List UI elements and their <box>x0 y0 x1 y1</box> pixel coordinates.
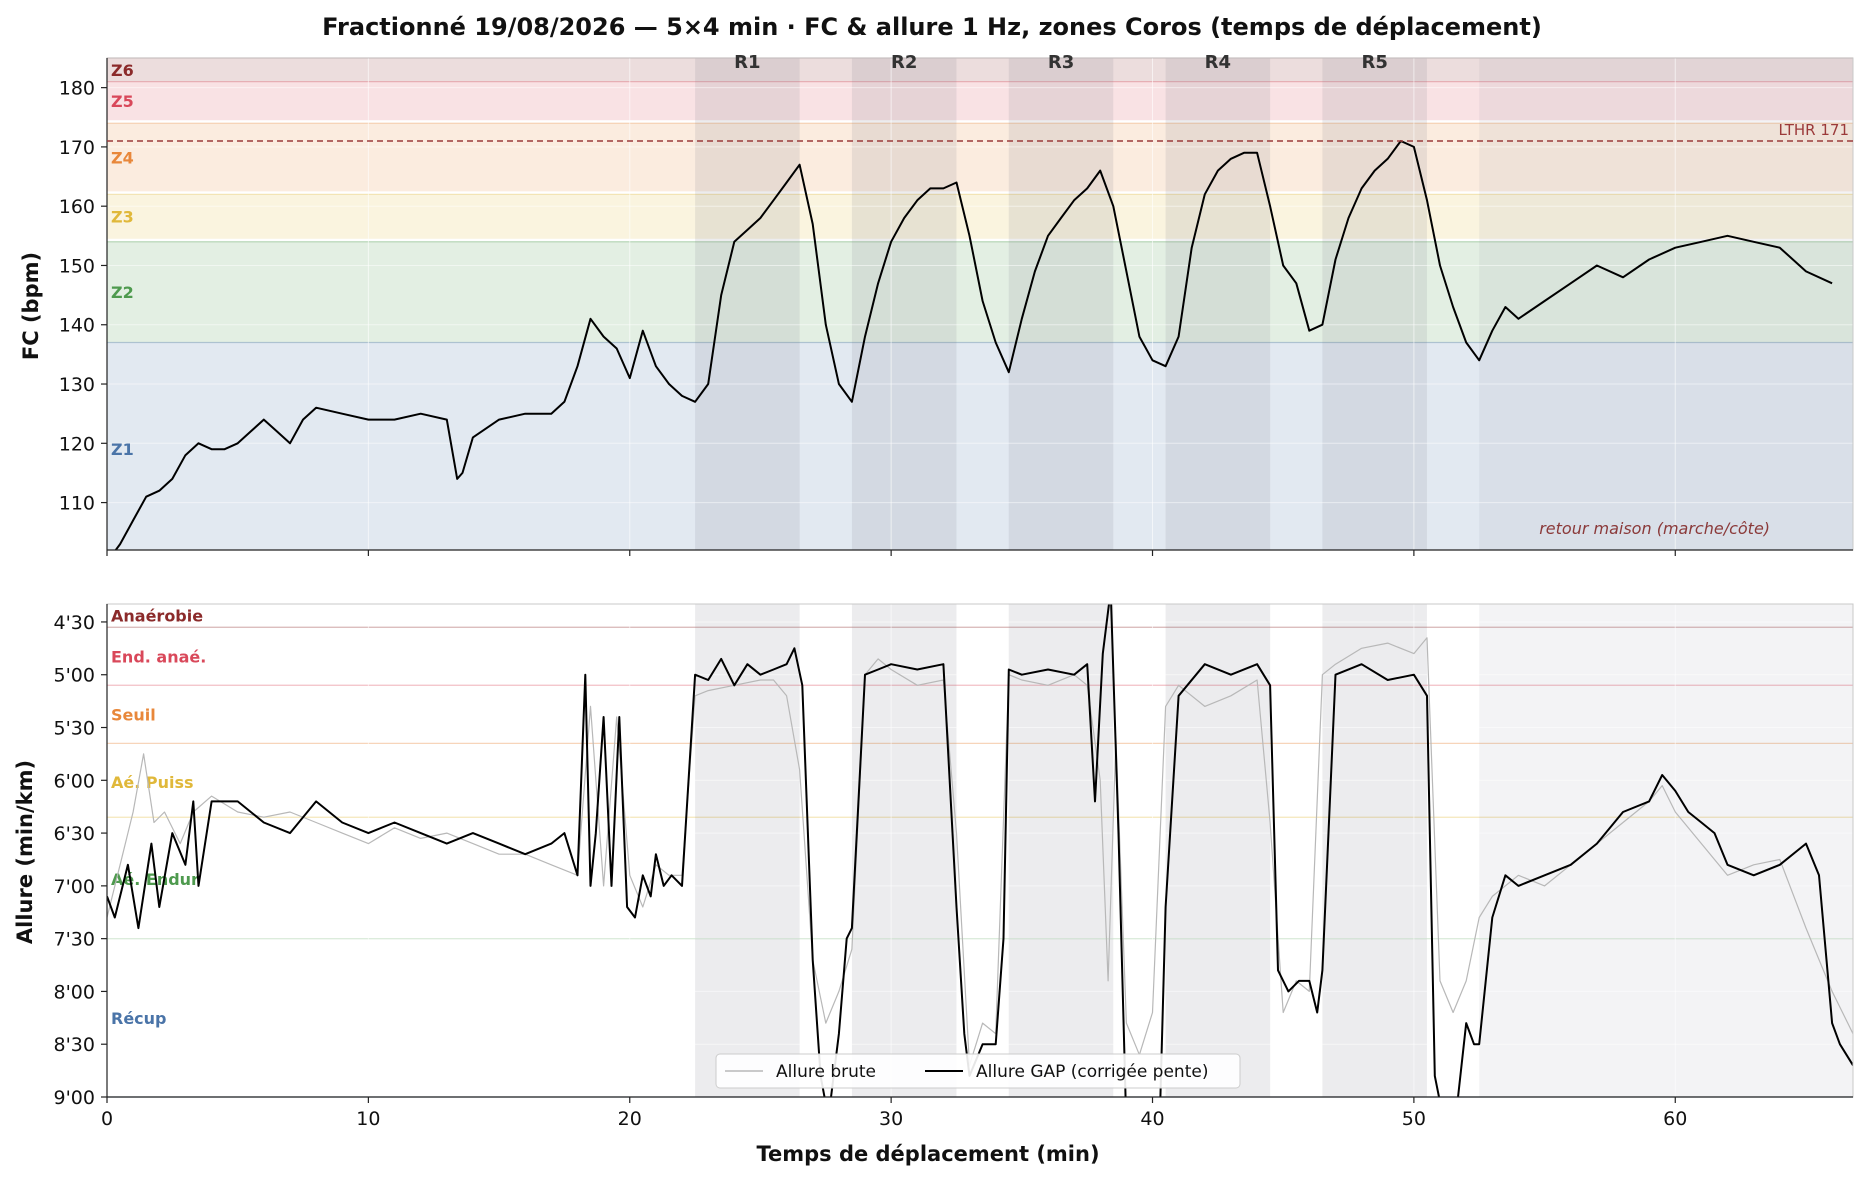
zone-band <box>107 58 1853 82</box>
y-tick-label: 6'00 <box>54 770 96 792</box>
hr-panel: Z1 Z2 Z3 Z4 Z5 Z6 110 120 130 140 150 160 170 180 LTHR… <box>59 52 1854 556</box>
x-axis-label: Temps de déplacement (min) <box>756 1142 1099 1166</box>
y-tick-label: 160 <box>59 196 95 218</box>
x-tick-label: 60 <box>1663 1108 1687 1130</box>
y-tick-label: 8'00 <box>54 981 96 1003</box>
x-tick-label: 50 <box>1402 1108 1426 1130</box>
y-tick-label: 150 <box>59 255 95 277</box>
interval-shade <box>851 604 957 1097</box>
y-tick-label: 170 <box>59 137 95 159</box>
lthr-label: LTHR 171 <box>1778 121 1849 139</box>
y-tick-label: 8'30 <box>54 1034 96 1056</box>
y-tick-label: 5'00 <box>54 665 96 687</box>
y-tick-label: 7'00 <box>54 876 96 898</box>
zone-label: Récup <box>111 1009 167 1028</box>
interval-shade <box>1008 58 1114 550</box>
x-tick-label: 30 <box>879 1108 903 1130</box>
x-tick-label: 40 <box>1140 1108 1164 1130</box>
y-tick-label: 120 <box>59 433 95 455</box>
zone-label: Z6 <box>111 61 134 80</box>
y-tick-label: 7'30 <box>54 929 96 951</box>
y-tick-label: 9'00 <box>54 1087 96 1109</box>
y-tick-label: 4'30 <box>54 612 96 634</box>
zone-band <box>107 194 1853 239</box>
zone-band <box>107 342 1853 550</box>
x-tick-label: 0 <box>101 1108 113 1130</box>
interval-shade <box>851 58 957 550</box>
y-tick-label: 130 <box>59 374 95 396</box>
hr-y-axis-label: FC (bpm) <box>19 252 43 360</box>
zone-band <box>107 123 1853 192</box>
zone-label: Seuil <box>111 705 156 724</box>
pace-y-axis-label: Allure (min/km) <box>13 760 37 944</box>
y-tick-label: 5'30 <box>54 718 96 740</box>
interval-label: R4 <box>1205 52 1231 73</box>
y-tick-label: 6'30 <box>54 823 96 845</box>
legend-box <box>715 1053 1241 1089</box>
y-tick-label: 180 <box>59 78 95 100</box>
series-line <box>107 604 1853 1097</box>
zone-label: Z3 <box>111 208 134 227</box>
y-tick-label: 140 <box>59 315 95 337</box>
plot-background <box>107 604 1853 1097</box>
zone-label: Anaérobie <box>111 607 203 626</box>
interval-shade <box>1322 604 1427 1097</box>
interval-shade <box>1322 58 1427 550</box>
cooldown-shade <box>1479 604 1853 1097</box>
x-tick-label: 20 <box>618 1108 642 1130</box>
zone-label: End. anaé. <box>111 647 206 666</box>
legend-label-raw: Allure brute <box>776 1062 876 1082</box>
legend: Allure brute Allure GAP (corrigée pente) <box>715 1053 1241 1089</box>
chart-title: Fractionné 19/08/2026 — 5×4 min · FC & a… <box>322 13 1542 41</box>
interval-shade <box>1165 58 1271 550</box>
plot-background <box>107 58 1853 550</box>
interval-shade <box>1008 604 1114 1097</box>
zone-label: Z1 <box>111 440 134 459</box>
legend-label-gap: Allure GAP (corrigée pente) <box>976 1062 1208 1082</box>
zone-label: Z5 <box>111 92 134 111</box>
interval-label: R3 <box>1048 52 1074 73</box>
series-line <box>114 140 1833 550</box>
cooldown-label: retour maison (marche/côte) <box>1539 519 1770 538</box>
zone-label: Z4 <box>111 148 134 167</box>
interval-shade <box>695 604 800 1097</box>
interval-label: R2 <box>891 52 917 73</box>
zone-label: Z2 <box>111 283 134 302</box>
interval-shade <box>695 58 800 550</box>
x-tick-label: 10 <box>356 1108 380 1130</box>
zone-label: Aé. Puiss <box>111 773 194 792</box>
y-tick-label: 110 <box>59 493 95 515</box>
interval-label: R1 <box>734 52 760 73</box>
interval-label: R5 <box>1361 52 1387 73</box>
interval-shade <box>1165 604 1271 1097</box>
